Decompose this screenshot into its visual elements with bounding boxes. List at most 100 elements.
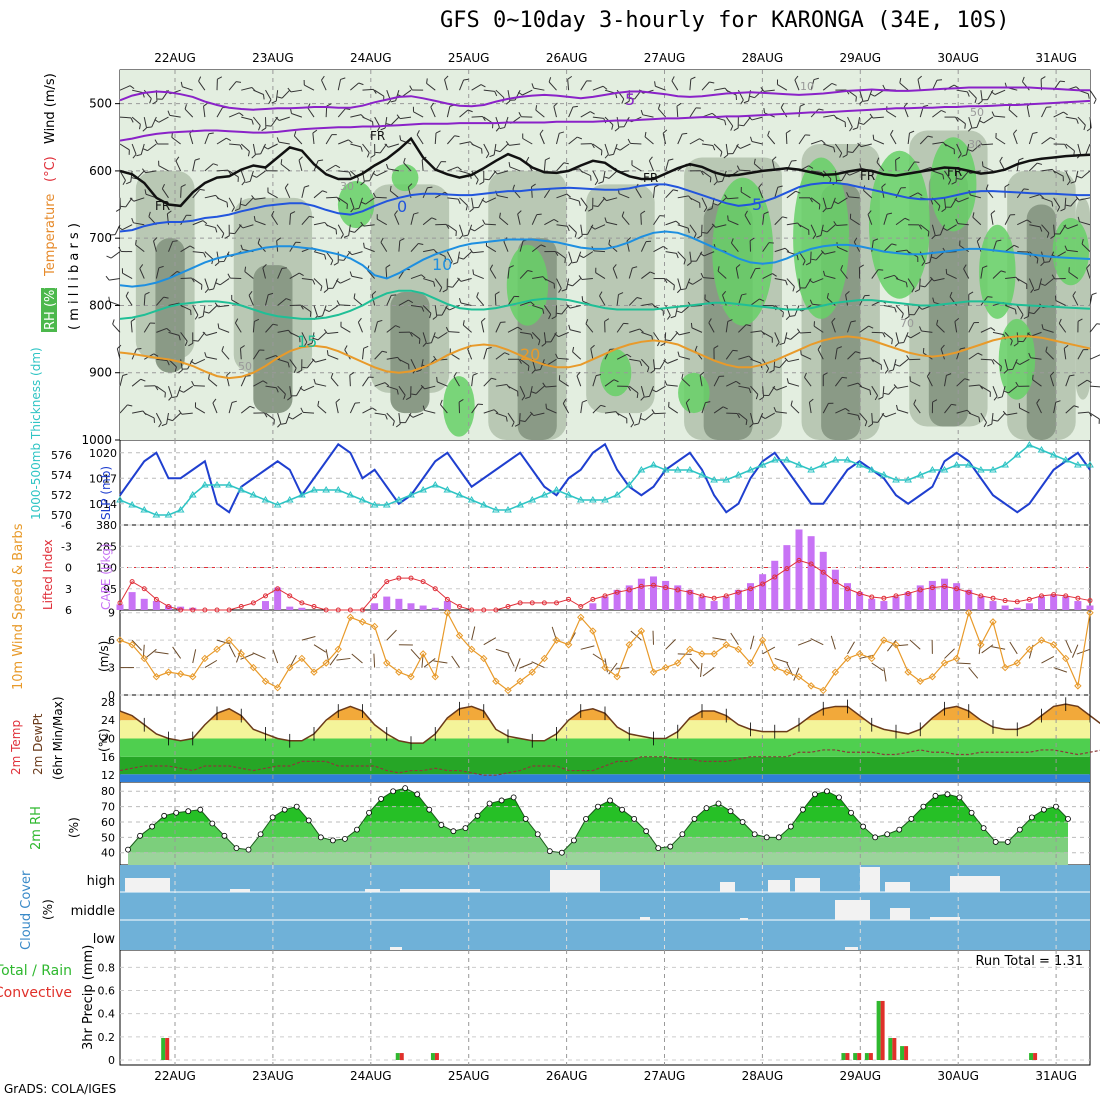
wind-barb-feather bbox=[813, 77, 819, 81]
wind-barb-feather bbox=[883, 392, 889, 395]
wind-barb-feather bbox=[809, 398, 814, 403]
wind-barb-feather bbox=[548, 314, 552, 320]
cloud-unit: (%) bbox=[41, 899, 55, 920]
wind-barb-feather bbox=[127, 404, 133, 407]
wind-barb-shaft bbox=[332, 278, 339, 289]
wind-barb-shaft bbox=[997, 412, 1006, 422]
wind10-marker bbox=[564, 641, 573, 649]
wind-barb-shaft bbox=[507, 412, 515, 423]
rh2m-label: 2m RH bbox=[29, 806, 44, 850]
wind-barb-shaft bbox=[616, 89, 625, 100]
lifted-index-marker bbox=[287, 593, 293, 599]
wind-barb-feather bbox=[340, 77, 346, 80]
wind-barb-feather bbox=[660, 342, 666, 347]
wind-barb-shaft bbox=[590, 348, 594, 360]
thickness-marker bbox=[1037, 446, 1046, 453]
wind-barb-shaft bbox=[580, 402, 583, 414]
thickness-marker bbox=[152, 511, 161, 518]
lifted-index-marker bbox=[942, 583, 947, 589]
wind-barb-shaft bbox=[944, 375, 947, 387]
cape-bar bbox=[152, 601, 160, 610]
wind-barb-shaft bbox=[641, 331, 652, 337]
wind-barb-feather bbox=[380, 127, 386, 131]
wind-barb-feather bbox=[602, 85, 608, 90]
wind-barb-feather bbox=[640, 109, 644, 115]
lifted-index-marker bbox=[699, 593, 705, 599]
wind10-barb bbox=[483, 637, 497, 646]
wind-barb-shaft bbox=[665, 278, 675, 286]
wind-barb-shaft bbox=[800, 331, 812, 334]
wind-barb-shaft bbox=[774, 278, 786, 281]
wind-barb-feather bbox=[961, 154, 967, 157]
wind-barb-feather bbox=[749, 95, 755, 99]
wind-barb-shaft bbox=[277, 385, 286, 395]
thickness-marker bbox=[346, 491, 355, 498]
wind-barb-feather bbox=[154, 385, 159, 391]
date-label-bottom: 31AUG bbox=[1035, 1069, 1077, 1083]
wind-barb-feather bbox=[251, 174, 257, 178]
cape-bar bbox=[395, 598, 403, 610]
precip-tick-label: 0.8 bbox=[98, 961, 116, 974]
wind-barb-feather bbox=[906, 334, 911, 339]
wind-barb-shaft bbox=[543, 332, 547, 344]
wind-barb-shaft bbox=[794, 79, 800, 91]
thickness-marker bbox=[819, 461, 828, 468]
wind-barb-shaft bbox=[289, 331, 300, 338]
wind-barb-feather bbox=[482, 116, 486, 121]
wind-barb-shaft bbox=[156, 358, 168, 362]
wind-barb-feather bbox=[758, 183, 763, 188]
wind-barb-shaft bbox=[198, 80, 206, 91]
wind-barb-shaft bbox=[265, 89, 272, 100]
wind-barb-shaft bbox=[677, 251, 686, 260]
wind-barb-feather bbox=[1039, 194, 1044, 199]
wind-barb-feather bbox=[997, 396, 1003, 399]
rh2m-marker bbox=[884, 831, 891, 838]
wind-barb-feather bbox=[142, 148, 148, 152]
wind-barb-shaft bbox=[744, 214, 751, 225]
wind-barb-shaft bbox=[265, 412, 275, 420]
wind-barb-shaft bbox=[280, 163, 291, 172]
wind-barb-shaft bbox=[867, 90, 873, 101]
wind-barb-shaft bbox=[822, 83, 833, 91]
wind-barb-feather bbox=[212, 398, 217, 404]
lifted-index-marker bbox=[214, 607, 220, 613]
wind-barb-feather bbox=[1087, 93, 1090, 99]
wind-barb-feather bbox=[421, 306, 425, 312]
wind10-barb bbox=[702, 667, 715, 677]
wind-barb-feather bbox=[1015, 381, 1019, 387]
wind-barb-shaft bbox=[535, 385, 545, 394]
wind-barb-feather bbox=[421, 274, 426, 279]
wind10-marker bbox=[455, 631, 464, 640]
wind-barb-feather bbox=[333, 262, 339, 266]
wind-barb-feather bbox=[539, 129, 544, 135]
wind-barb-shaft bbox=[835, 407, 846, 414]
thickness-marker bbox=[928, 466, 937, 473]
wind-barb-feather bbox=[831, 82, 837, 86]
wind10-barb bbox=[313, 644, 327, 653]
rh2m-marker bbox=[643, 828, 650, 835]
lifted-index-marker bbox=[299, 600, 305, 606]
wind-barb-shaft bbox=[467, 348, 473, 360]
wind-barb-feather bbox=[386, 100, 391, 105]
wind-barb-shaft bbox=[1072, 295, 1079, 306]
cape-bar bbox=[892, 596, 900, 610]
lifted-index-marker bbox=[541, 600, 547, 606]
wind-barb-shaft bbox=[725, 143, 729, 155]
wind10-marker bbox=[868, 654, 876, 663]
wind-barb-shaft bbox=[980, 385, 991, 393]
wind-barb-shaft bbox=[731, 242, 739, 252]
wind10-barb bbox=[228, 644, 236, 658]
wind-barb-feather bbox=[408, 299, 414, 304]
wind-barb-shaft bbox=[685, 278, 691, 289]
rh2m-marker bbox=[655, 845, 662, 851]
wind-barb-feather bbox=[240, 244, 244, 250]
wind-barb-shaft bbox=[931, 224, 936, 236]
wind-barb-feather bbox=[852, 127, 858, 130]
wind-barb-feather bbox=[372, 192, 377, 198]
rh2m-marker bbox=[233, 845, 240, 851]
thickness-marker bbox=[310, 486, 318, 493]
wind-barb-feather bbox=[651, 409, 656, 414]
wind-barb-feather bbox=[439, 287, 443, 293]
wind-barb-feather bbox=[727, 215, 729, 221]
thickness-marker bbox=[516, 501, 525, 508]
